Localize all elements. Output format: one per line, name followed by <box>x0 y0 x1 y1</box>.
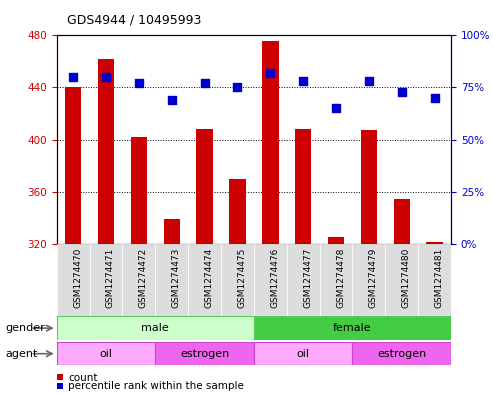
Bar <box>57 316 254 340</box>
Bar <box>65 87 81 244</box>
Bar <box>229 178 246 244</box>
Text: GSM1274481: GSM1274481 <box>435 247 444 308</box>
Bar <box>57 244 90 316</box>
Bar <box>287 244 319 316</box>
Text: GSM1274470: GSM1274470 <box>73 247 82 308</box>
Bar <box>155 342 254 365</box>
Text: estrogen: estrogen <box>180 349 229 359</box>
Point <box>398 88 406 95</box>
Bar <box>295 129 312 244</box>
Bar <box>254 342 352 365</box>
Point <box>168 97 176 103</box>
Bar <box>352 342 451 365</box>
Point <box>365 78 373 84</box>
Text: GSM1274475: GSM1274475 <box>238 247 246 308</box>
Point <box>135 80 143 86</box>
Text: GSM1274474: GSM1274474 <box>205 247 213 308</box>
Bar <box>254 316 451 340</box>
Bar <box>90 244 122 316</box>
Text: GSM1274477: GSM1274477 <box>303 247 312 308</box>
Bar <box>57 342 155 365</box>
Text: female: female <box>333 323 372 333</box>
Point <box>234 84 242 90</box>
Bar <box>122 244 155 316</box>
Text: GSM1274480: GSM1274480 <box>402 247 411 308</box>
Point <box>266 70 274 76</box>
Text: oil: oil <box>100 349 112 359</box>
Bar <box>361 130 377 244</box>
Text: GSM1274473: GSM1274473 <box>172 247 181 308</box>
Bar <box>254 244 287 316</box>
Text: GSM1274479: GSM1274479 <box>369 247 378 308</box>
Bar <box>319 244 352 316</box>
Bar <box>426 242 443 244</box>
Text: GSM1274478: GSM1274478 <box>336 247 345 308</box>
Point <box>431 95 439 101</box>
Bar <box>164 219 180 244</box>
Bar <box>386 244 418 316</box>
Bar <box>131 137 147 244</box>
Text: oil: oil <box>297 349 310 359</box>
Text: gender: gender <box>5 323 45 333</box>
Bar <box>352 244 386 316</box>
Bar <box>393 199 410 244</box>
Point <box>102 74 110 80</box>
Text: male: male <box>141 323 169 333</box>
Point <box>201 80 209 86</box>
Text: percentile rank within the sample: percentile rank within the sample <box>68 381 244 391</box>
Text: GSM1274476: GSM1274476 <box>270 247 280 308</box>
Bar <box>221 244 254 316</box>
Text: estrogen: estrogen <box>377 349 426 359</box>
Text: agent: agent <box>5 349 37 359</box>
Text: GSM1274471: GSM1274471 <box>106 247 115 308</box>
Bar <box>196 129 213 244</box>
Bar <box>188 244 221 316</box>
Bar <box>418 244 451 316</box>
Bar <box>98 59 114 244</box>
Text: GDS4944 / 10495993: GDS4944 / 10495993 <box>67 14 201 27</box>
Text: GSM1274472: GSM1274472 <box>139 247 148 308</box>
Point <box>69 74 77 80</box>
Point <box>299 78 307 84</box>
Text: count: count <box>68 373 98 383</box>
Bar <box>328 237 344 244</box>
Point <box>332 105 340 111</box>
Bar <box>155 244 188 316</box>
Bar <box>262 40 279 244</box>
